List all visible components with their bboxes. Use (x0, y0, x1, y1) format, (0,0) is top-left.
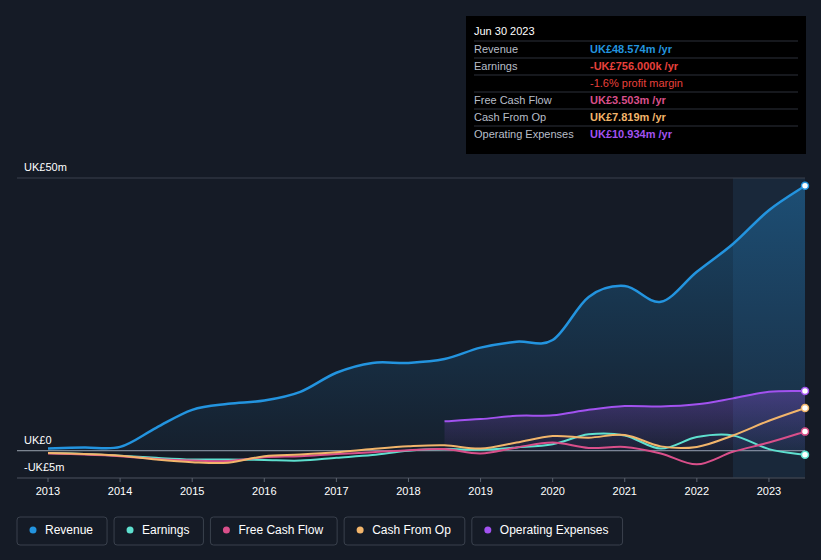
legend-box (210, 517, 337, 545)
series-line (48, 408, 805, 463)
legend-item: Earnings (114, 517, 203, 545)
end-marker (802, 428, 809, 435)
series-line (48, 186, 805, 449)
x-tick-label: 2014 (108, 485, 132, 497)
legend-box (344, 517, 465, 545)
x-tick-label: 2021 (613, 485, 637, 497)
legend-swatch (357, 527, 364, 534)
x-tick (192, 478, 193, 482)
x-tick-label: 2018 (396, 485, 420, 497)
tooltip-sep (474, 41, 798, 42)
legend-swatch (127, 527, 134, 534)
legend-item: Free Cash Flow (210, 517, 337, 545)
tooltip-value: UK£48.574m /yr (590, 43, 673, 55)
x-tick (336, 478, 337, 482)
x-tick-label: 2015 (180, 485, 204, 497)
tooltip-sep (474, 126, 798, 127)
end-marker (802, 388, 809, 395)
x-tick-label: 2020 (540, 485, 564, 497)
tooltip: Jun 30 2023 Revenue UK£48.574m /yr Earnings… (466, 16, 806, 154)
legend-swatch (484, 527, 491, 534)
legend-label: Cash From Op (372, 523, 451, 537)
chart: UK£50m UK£0 -UK£5m 2013 2014 2015 2016 2017 2018… (0, 0, 821, 560)
legend-label: Earnings (142, 523, 189, 537)
tooltip-label: Free Cash Flow (474, 94, 552, 106)
x-tick-label: 2022 (685, 485, 709, 497)
legend-item: Cash From Op (344, 517, 465, 545)
legend-swatch (30, 527, 37, 534)
x-tick-label: 2016 (252, 485, 276, 497)
x-tick (264, 478, 265, 482)
tooltip-value: -1.6% profit margin (590, 77, 683, 89)
legend-box (114, 517, 203, 545)
end-marker (802, 182, 809, 189)
x-tick (120, 478, 121, 482)
y-tick-label: -UK£5m (24, 461, 64, 473)
tooltip-sep (474, 75, 798, 76)
tooltip-label: Operating Expenses (474, 128, 574, 140)
x-tick (696, 478, 697, 482)
tooltip-sep (474, 92, 798, 93)
legend-box (472, 517, 623, 545)
x-tick-label: 2013 (36, 485, 60, 497)
tooltip-label: Earnings (474, 60, 518, 72)
y-tick-label: UK£0 (24, 434, 52, 446)
legend-label: Operating Expenses (500, 523, 609, 537)
tooltip-value: -UK£756.000k /yr (590, 60, 679, 72)
legend-label: Revenue (45, 523, 93, 537)
end-marker (802, 405, 809, 412)
x-tick-label: 2017 (324, 485, 348, 497)
grid-line (17, 478, 805, 479)
x-tick (624, 478, 625, 482)
series-line (445, 391, 805, 421)
x-tick (552, 478, 553, 482)
x-axis-line (17, 478, 805, 479)
x-tick-label: 2019 (468, 485, 492, 497)
plot-area (48, 186, 805, 465)
tooltip-label: Revenue (474, 43, 518, 55)
series-area (48, 186, 805, 451)
x-tick (480, 478, 481, 482)
legend-item: Operating Expenses (472, 517, 623, 545)
x-tick (768, 478, 769, 482)
y-tick-label: UK£50m (24, 161, 67, 173)
legend-box (17, 517, 107, 545)
tooltip-title: Jun 30 2023 (474, 25, 535, 37)
tooltip-box (466, 16, 806, 154)
legend-label: Free Cash Flow (238, 523, 323, 537)
end-marker (802, 451, 809, 458)
tooltip-value: UK£10.934m /yr (590, 128, 673, 140)
tooltip-value: UK£3.503m /yr (590, 94, 667, 106)
tooltip-value: UK£7.819m /yr (590, 111, 667, 123)
legend-item: Revenue (17, 517, 107, 545)
background (0, 0, 821, 560)
tooltip-label: Cash From Op (474, 111, 546, 123)
x-tick-label: 2023 (757, 485, 781, 497)
tooltip-sep (474, 109, 798, 110)
grid-line (17, 178, 805, 179)
x-tick (48, 478, 49, 482)
end-markers (802, 182, 809, 458)
tooltip-sep (474, 58, 798, 59)
legend-swatch (223, 527, 230, 534)
x-tick (408, 478, 409, 482)
